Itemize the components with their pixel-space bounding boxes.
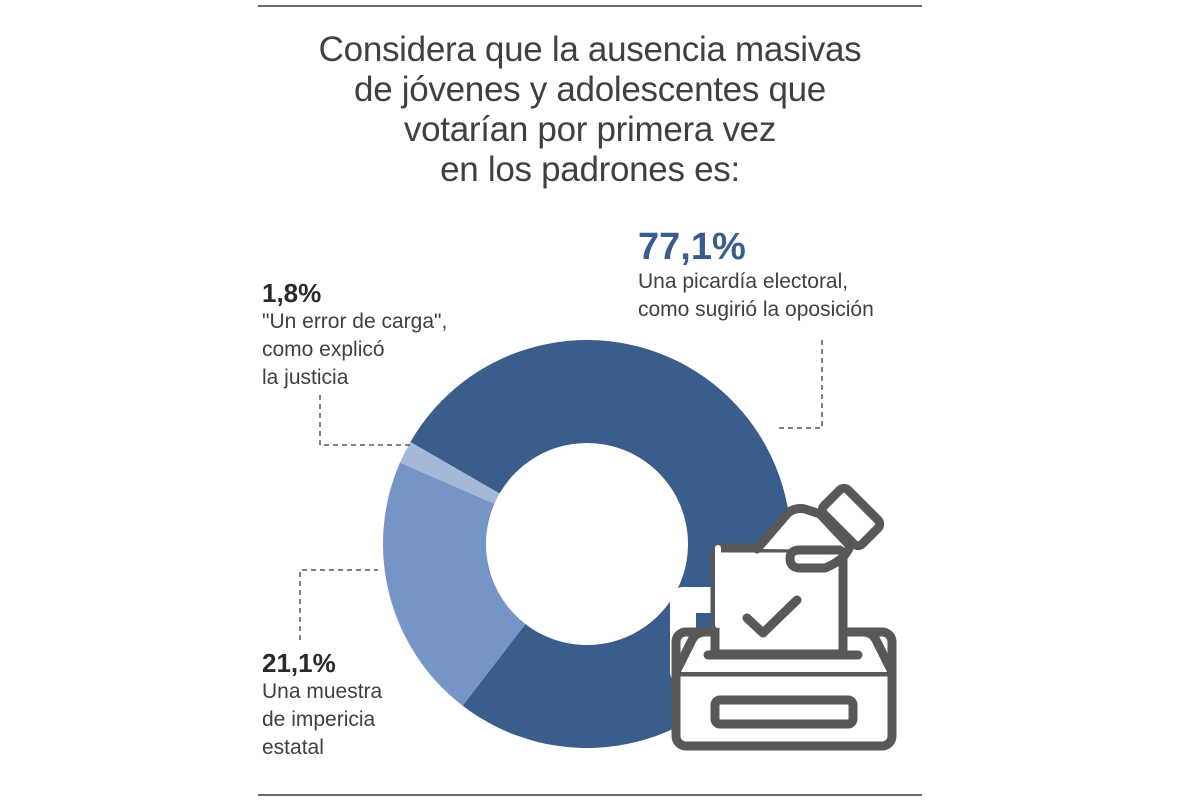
title-line: en los padrones es: bbox=[440, 150, 740, 189]
chart-title: Considera que la ausencia masivas de jóv… bbox=[250, 30, 930, 190]
category-label: Una muestra bbox=[262, 680, 383, 703]
top-rule bbox=[258, 5, 922, 7]
donut-slice-2 bbox=[399, 442, 500, 504]
title-line: de jóvenes y adolescentes que bbox=[354, 70, 826, 109]
category-label: como explicó bbox=[262, 338, 385, 361]
leader-line-21 bbox=[299, 569, 378, 640]
category-label: Una picardía electoral, bbox=[638, 270, 849, 293]
leader-line-77 bbox=[778, 340, 823, 429]
value-label: 77,1% bbox=[638, 226, 746, 268]
category-label: de impericia bbox=[262, 708, 376, 731]
bottom-rule bbox=[258, 794, 922, 796]
leader-line-1-8 bbox=[319, 395, 410, 446]
label-21: 21,1% Una muestra de impericia estatal bbox=[262, 648, 382, 762]
label-77: 77,1% Una picardía electoral, como sugir… bbox=[638, 226, 874, 324]
category-label: "Un error de carga", bbox=[262, 310, 448, 333]
title-line: Considera que la ausencia masivas bbox=[318, 30, 862, 69]
donut-slice-1 bbox=[383, 462, 526, 706]
category-label: estatal bbox=[262, 736, 324, 759]
category-label: la justicia bbox=[262, 366, 349, 389]
title-line: votarían por primera vez bbox=[403, 110, 777, 149]
category-label: como sugirió la oposición bbox=[638, 298, 874, 321]
value-label: 1,8% bbox=[262, 278, 322, 308]
value-label: 21,1% bbox=[262, 648, 336, 678]
label-1-8: 1,8% "Un error de carga", como explicó l… bbox=[262, 278, 447, 392]
ballot-box-icon bbox=[670, 483, 897, 751]
